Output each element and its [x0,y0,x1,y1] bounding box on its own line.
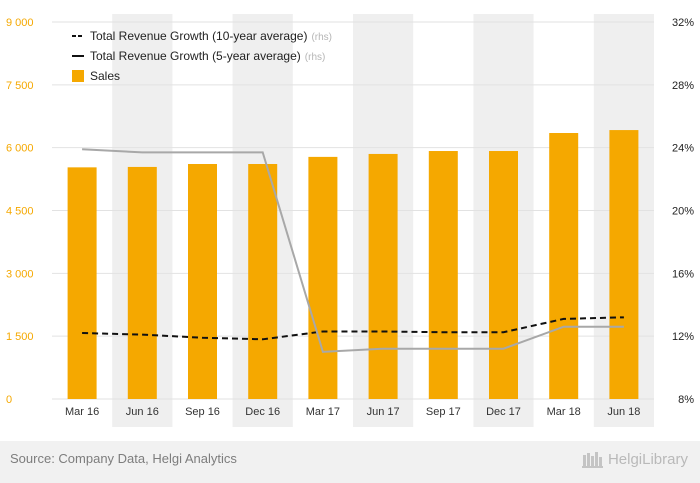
brand-name: HelgiLibrary [607,450,688,468]
brand-logo: HelgiLibrary [581,450,688,468]
x-tick-label: Jun 17 [367,406,400,418]
y-right-tick-label: 8% [678,394,694,406]
y-right-tick-label: 28% [672,80,694,92]
series-lines [82,148,624,353]
bar-sales-4 [308,156,338,399]
y-left-tick-label: 4 500 [6,206,34,218]
legend: Total Revenue Growth (10-year average) (r… [72,29,332,83]
x-tick-label: Mar 18 [547,406,581,418]
line-5-year-average [82,148,624,353]
legend-label: Total Revenue Growth (10-year average) (r… [90,29,332,43]
bar-sales-3 [248,164,278,399]
x-tick-label: Dec 17 [486,406,521,418]
source-note: Source: Company Data, Helgi Analytics [10,451,237,466]
y-left-tick-label: 3 000 [6,268,34,280]
bars-sales [67,130,639,399]
bar-sales-9 [609,130,639,399]
y-left-tick-label: 1 500 [6,331,34,343]
bar-sales-8 [549,133,579,399]
x-tick-label: Sep 17 [426,406,461,418]
bar-sales-0 [67,167,97,399]
y-left-tick-label: 0 [6,394,12,406]
x-tick-label: Mar 16 [65,406,99,418]
y-axis-left: 0 1 500 3 000 4 500 6 000 7 500 9 000 [6,17,34,406]
x-tick-label: Jun 16 [126,406,159,418]
x-tick-label: Jun 18 [607,406,640,418]
y-right-tick-label: 16% [672,268,694,280]
x-tick-label: Dec 16 [245,406,280,418]
legend-rhs-note: (rhs) [311,32,332,43]
y-axis-right: 8% 12% 16% 20% 24% 28% 32% [672,17,694,406]
y-left-tick-label: 9 000 [6,17,34,29]
legend-rhs-note: (rhs) [305,52,326,63]
line-10-year-average [82,316,624,341]
library-icon [581,452,603,468]
y-right-tick-label: 20% [672,206,694,218]
bar-sales-1 [127,166,157,399]
y-right-tick-label: 32% [672,17,694,29]
x-tick-label: Sep 16 [185,406,220,418]
bar-sales-5 [368,153,398,399]
bar-sales-7 [489,151,518,399]
y-right-tick-label: 24% [672,143,694,155]
legend-marker-sales [72,70,84,82]
legend-label: Total Revenue Growth (5-year average) (rh… [90,49,325,63]
y-right-tick-label: 12% [672,331,694,343]
legend-label: Sales [90,69,120,83]
y-left-tick-label: 6 000 [6,143,34,155]
x-tick-label: Mar 17 [306,406,340,418]
y-left-tick-label: 7 500 [6,80,34,92]
bar-sales-6 [428,151,458,399]
bar-sales-2 [188,164,217,399]
x-axis: Mar 16 Jun 16 Sep 16 Dec 16 Mar 17 Jun 17 Sep … [65,406,640,418]
